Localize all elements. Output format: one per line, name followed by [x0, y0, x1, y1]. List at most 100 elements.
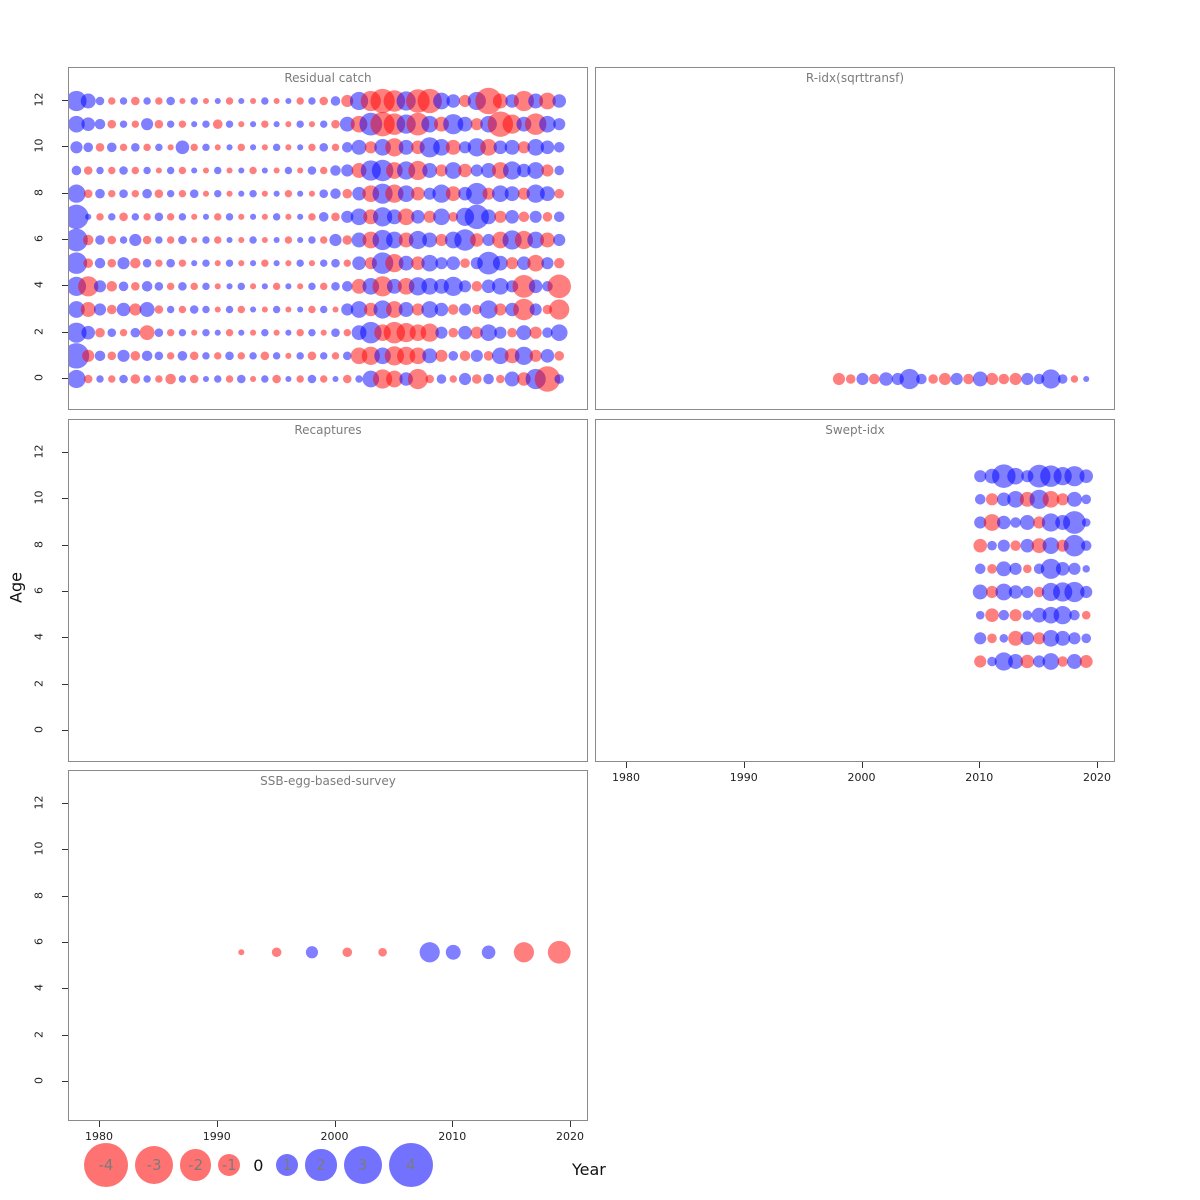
residual-bubble [481, 209, 497, 225]
panel-r-idx: R-idx(sqrttransf) [595, 67, 1115, 410]
residual-bubble [308, 260, 315, 267]
residual-bubble [502, 114, 522, 134]
y-tick-label: 10 [32, 138, 46, 153]
residual-bubble [351, 139, 367, 155]
y-tick-mark [62, 941, 68, 943]
y-tick-mark [62, 285, 68, 287]
legend-value-label: 1 [282, 1156, 293, 1174]
residual-bubble [143, 375, 151, 383]
residual-bubble [1067, 654, 1082, 669]
residual-bubble [285, 352, 292, 359]
residual-bubble [350, 301, 368, 318]
residual-bubble [1009, 562, 1022, 575]
residual-bubble [155, 167, 162, 174]
residual-bubble [1020, 538, 1035, 553]
residual-bubble [261, 144, 268, 151]
residual-bubble [190, 97, 198, 105]
residual-bubble [249, 189, 257, 198]
y-tick-mark [62, 498, 68, 500]
residual-bubble [331, 282, 340, 291]
residual-bubble [449, 375, 457, 383]
bubble-plot-residual-catch [69, 87, 572, 392]
residual-bubble [273, 190, 280, 197]
residual-bubble [319, 189, 329, 198]
residual-bubble [547, 274, 572, 299]
residual-bubble [433, 139, 450, 156]
residual-bubble [492, 278, 509, 295]
residual-bubble [202, 190, 210, 197]
residual-bubble [95, 96, 105, 106]
residual-bubble [108, 375, 116, 383]
residual-bubble [189, 351, 199, 361]
x-tick-label: 1990 [729, 771, 758, 784]
residual-bubble [458, 163, 472, 178]
residual-bubble [69, 228, 88, 252]
x-tick-mark [570, 1121, 571, 1127]
residual-bubble [226, 190, 233, 197]
y-tick-label: 6 [32, 937, 46, 945]
residual-bubble [494, 210, 507, 223]
residual-bubble [553, 118, 566, 131]
residual-bubble [296, 375, 304, 383]
residual-bubble [513, 298, 535, 321]
residual-bubble [69, 301, 85, 318]
residual-bubble [513, 942, 534, 963]
residual-bubble [95, 327, 105, 338]
residual-bubble [94, 118, 106, 130]
residual-bubble [178, 328, 187, 337]
residual-bubble [250, 306, 257, 313]
residual-bubble [480, 139, 497, 156]
residual-bubble [899, 368, 920, 390]
residual-bubble [420, 323, 439, 342]
bubble-plot-r-idx [832, 368, 1090, 390]
residual-bubble [542, 327, 553, 338]
residual-bubble [250, 375, 257, 383]
residual-bubble [69, 252, 88, 274]
residual-bubble [296, 328, 304, 337]
residual-bubble [481, 163, 497, 178]
residual-bubble [540, 186, 555, 202]
residual-bubble [285, 121, 292, 128]
residual-bubble [409, 347, 427, 365]
residual-bubble [527, 162, 545, 179]
residual-bubble [318, 212, 329, 222]
residual-bubble [436, 374, 447, 384]
residual-bubble [528, 93, 544, 109]
residual-bubble [82, 234, 94, 246]
residual-bubble [331, 328, 340, 337]
residual-bubble [1082, 565, 1090, 573]
residual-bubble [342, 351, 352, 361]
residual-bubble [973, 538, 988, 553]
panel-residual-catch: Residual catch [68, 67, 588, 410]
residual-bubble [1081, 494, 1092, 505]
residual-bubble [470, 349, 483, 362]
residual-bubble [95, 235, 105, 245]
legend-value-label: -1 [221, 1156, 237, 1174]
residual-bubble [341, 210, 354, 223]
legend-value-label: -3 [146, 1156, 162, 1174]
residual-bubble [80, 302, 96, 317]
residual-bubble [177, 351, 188, 361]
residual-bubble [214, 375, 222, 383]
residual-bubble [190, 282, 198, 291]
residual-bubble [141, 281, 153, 292]
residual-bubble [214, 329, 221, 336]
residual-bubble [320, 352, 328, 360]
y-tick-mark [62, 1081, 68, 1082]
residual-bubble [494, 303, 507, 316]
residual-bubble [131, 282, 140, 291]
residual-bubble [178, 375, 187, 383]
residual-bubble [166, 282, 175, 291]
y-tick-label: 2 [32, 1030, 46, 1038]
residual-bubble [238, 121, 245, 128]
x-tick-label: 2000 [320, 1130, 349, 1143]
residual-bubble [297, 283, 304, 290]
residual-bubble [342, 188, 353, 199]
residual-bubble [432, 184, 451, 203]
residual-bubble [69, 343, 90, 369]
x-tick-mark [452, 1121, 454, 1127]
residual-bubble [331, 352, 340, 360]
residual-bubble [108, 213, 116, 221]
residual-bubble [154, 305, 164, 314]
residual-bubble [237, 305, 246, 314]
